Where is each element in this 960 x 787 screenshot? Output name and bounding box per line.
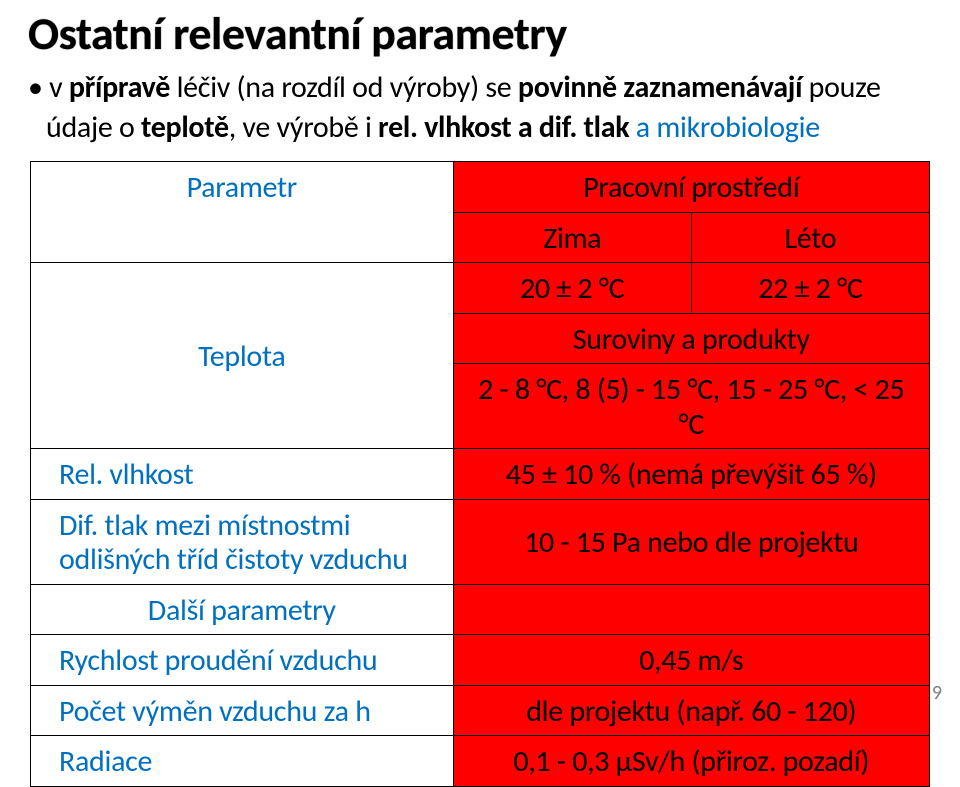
val-relvlhkost: 45 ± 10 % (nemá převýšit 65 %)	[453, 449, 929, 500]
header-zima: Zima	[453, 212, 691, 263]
val-t-zima: 20 ± 2 °C	[453, 263, 691, 314]
val-suroviny: 2 - 8 °C, 8 (5) - 15 °C, 15 - 25 °C, < 2…	[453, 364, 929, 449]
val-diftlak: 10 - 15 Pa nebo dle projektu	[453, 499, 929, 584]
val-suroviny-hdr: Suroviny a produkty	[453, 313, 929, 364]
page-title: Ostatní relevantní parametry	[28, 6, 940, 62]
val-t-leto: 22 ± 2 °C	[691, 263, 929, 314]
label-diftlak: Dif. tlak mezi místnostmi odlišných tříd…	[31, 499, 454, 584]
table-row: Parametr Pracovní prostředí	[31, 162, 930, 213]
table-row: Rel. vlhkost 45 ± 10 % (nemá převýšit 65…	[31, 449, 930, 500]
val-rychlost: 0,45 m/s	[453, 635, 929, 686]
val-dalsi-empty	[453, 584, 929, 635]
label-rychlost: Rychlost proudění vzduchu	[31, 635, 454, 686]
bullet-bold-4: rel. vlhkost a dif. tlak	[378, 109, 629, 146]
val-radiace: 0,1 - 0,3 μSv/h (přiroz. pozadí)	[453, 736, 929, 787]
table-row: Rychlost proudění vzduchu 0,45 m/s	[31, 635, 930, 686]
page-number: 9	[932, 681, 942, 705]
bullet-bold-3: teplotě	[141, 109, 229, 146]
table-row: Teplota 20 ± 2 °C 22 ± 2 °C	[31, 263, 930, 314]
bullet-dot: • v	[28, 69, 69, 106]
header-pracovni: Pracovní prostředí	[453, 162, 929, 213]
label-vymen: Počet výměn vzduchu za h	[31, 685, 454, 736]
val-vymen: dle projektu (např. 60 - 120)	[453, 685, 929, 736]
table-row: Další parametry	[31, 584, 930, 635]
bullet-blue: a mikrobiologie	[629, 109, 820, 146]
table-row: Počet výměn vzduchu za h dle projektu (n…	[31, 685, 930, 736]
bullet-line: • v přípravě léčiv (na rozdíl od výroby)…	[28, 68, 940, 147]
table-row: Radiace 0,1 - 0,3 μSv/h (přiroz. pozadí)	[31, 736, 930, 787]
label-teplota: Teplota	[31, 263, 454, 449]
label-dalsi: Další parametry	[31, 584, 454, 635]
bullet-text-3: , ve výrobě i	[229, 109, 378, 146]
parameters-table: Parametr Pracovní prostředí Zima Léto Te…	[30, 161, 930, 787]
label-relvlhkost: Rel. vlhkost	[31, 449, 454, 500]
header-parametr: Parametr	[31, 162, 454, 263]
bullet-bold-2: povinně zaznamenávají	[518, 69, 802, 106]
header-leto: Léto	[691, 212, 929, 263]
table-row: Dif. tlak mezi místnostmi odlišných tříd…	[31, 499, 930, 584]
bullet-text-1: léčiv (na rozdíl od výroby) se	[170, 69, 518, 106]
label-radiace: Radiace	[31, 736, 454, 787]
bullet-bold-1: přípravě	[69, 69, 170, 106]
